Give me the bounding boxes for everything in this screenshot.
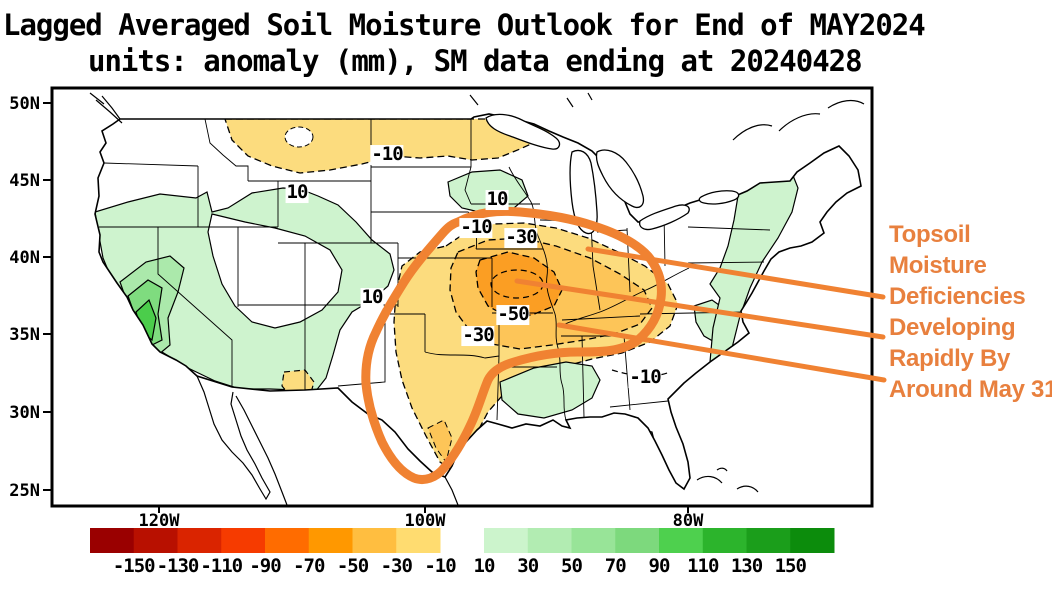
contour-label: -10 — [370, 143, 404, 166]
annotation-arrow-2 — [514, 278, 886, 340]
annotation-line: Around May 31 — [889, 376, 1052, 403]
contour-label: -30 — [461, 324, 495, 347]
chart-title: Lagged Averaged Soil Moisture Outlook fo… — [3, 8, 926, 42]
contour-label: -10 — [459, 216, 493, 239]
colorbar-label: -110 — [200, 555, 242, 577]
mexico-mainland-coast — [235, 395, 288, 506]
colorbar-label: 110 — [687, 555, 719, 577]
fill-central-deficit-core — [475, 251, 563, 317]
colorbar-cell-positive — [571, 528, 616, 553]
fill-texas-coast-orange — [427, 419, 453, 464]
chart-subtitle: units: anomaly (mm), SM data ending at 2… — [88, 44, 863, 78]
lake-erie — [638, 204, 690, 231]
fill-gulf-states-surplus — [499, 361, 601, 419]
colorbar-cell-negative — [133, 528, 178, 553]
highlight-loop — [361, 206, 666, 485]
colorbar-cell-negative — [265, 528, 310, 553]
colorbar-label: 50 — [561, 555, 582, 577]
colorbar-cell-negative — [352, 528, 397, 553]
colorbar-cell-positive — [746, 528, 791, 553]
lat-tick-label: 25N — [9, 481, 40, 501]
lon-tick-label: 100W — [405, 511, 447, 531]
colorbar-label: 130 — [731, 555, 763, 577]
colorbar-cell-negative — [221, 528, 266, 553]
colorbar-label: 30 — [517, 555, 538, 577]
great-lakes — [485, 113, 740, 235]
lat-tick-label: 30N — [9, 403, 40, 423]
colorbar-cell-negative — [177, 528, 222, 553]
annotation-line: Deficiencies — [889, 283, 1026, 310]
colorbar-cell-positive — [790, 528, 835, 553]
vancouver-island — [89, 92, 123, 124]
colorbar-cell-positive — [484, 528, 529, 553]
colorbar-label: 90 — [649, 555, 670, 577]
colorbar-cell-negative — [90, 528, 135, 553]
lake-superior — [485, 113, 561, 150]
colorbar-cell-negative — [396, 528, 441, 553]
contour-label: -30 — [504, 226, 538, 249]
colorbar-label: 70 — [605, 555, 626, 577]
lake-ontario — [698, 190, 740, 205]
annotation-arrow-1 — [585, 246, 886, 300]
lat-tick-label: 35N — [9, 325, 40, 345]
us-outline — [94, 113, 862, 491]
annotation-line: Topsoil — [889, 221, 971, 248]
contour-label: 10 — [485, 188, 509, 211]
canada-coast-squiggles — [469, 92, 865, 141]
lake-huron — [595, 149, 645, 209]
mexico-gulf-coast — [444, 476, 459, 506]
colorbar-cell-negative — [308, 528, 353, 553]
colorbar-label: 150 — [775, 555, 807, 577]
colorbar-label: -130 — [157, 555, 199, 577]
contour-label: 10 — [360, 286, 384, 309]
colorbar-cell-positive — [615, 528, 660, 553]
colorbar-label: -150 — [113, 555, 155, 577]
colorbar-label: -50 — [337, 555, 369, 577]
colorbar-cell-positive — [659, 528, 704, 553]
baja-peninsula — [196, 375, 271, 501]
annotation-arrow-3 — [556, 322, 887, 383]
contour-label: 10 — [285, 181, 309, 204]
colorbar-label: 10 — [474, 555, 495, 577]
annotation-line: Rapidly By — [889, 345, 1011, 372]
highlight-annotations — [361, 206, 887, 485]
anomaly-fill-regions — [95, 118, 799, 480]
contour-label: -50 — [496, 303, 530, 326]
colorbar-cell-positive — [527, 528, 572, 553]
contour-label: -10 — [628, 366, 662, 389]
lat-tick-label: 45N — [9, 171, 40, 191]
colorbar-label: -10 — [424, 555, 456, 577]
lon-tick-label: 80W — [673, 511, 704, 531]
lon-tick-label: 120W — [139, 511, 181, 531]
neighbor-coastlines — [89, 92, 865, 506]
fill-plains-hole — [284, 126, 314, 148]
annotation-line: Moisture — [889, 252, 987, 279]
colorbar-label: -70 — [293, 555, 325, 577]
fill-great-basin-hole — [207, 213, 343, 329]
axes-and-colorbar: 50N 45N 40N 35N 30N 25N 120W 100W 80W -150 -130 -11… — [9, 94, 835, 577]
annotation-line: Developing — [889, 314, 1016, 341]
colorbar-label: -30 — [381, 555, 413, 577]
cuba-bahamas — [696, 467, 759, 493]
fill-florida-surplus — [633, 427, 659, 480]
lat-tick-label: 40N — [9, 248, 40, 268]
lat-tick-label: 50N — [9, 94, 40, 114]
annotation-text: Topsoil Moisture Deficiencies Developing Rap… — [889, 219, 1052, 405]
colorbar-label: -90 — [249, 555, 281, 577]
colorbar-cell-positive — [702, 528, 747, 553]
